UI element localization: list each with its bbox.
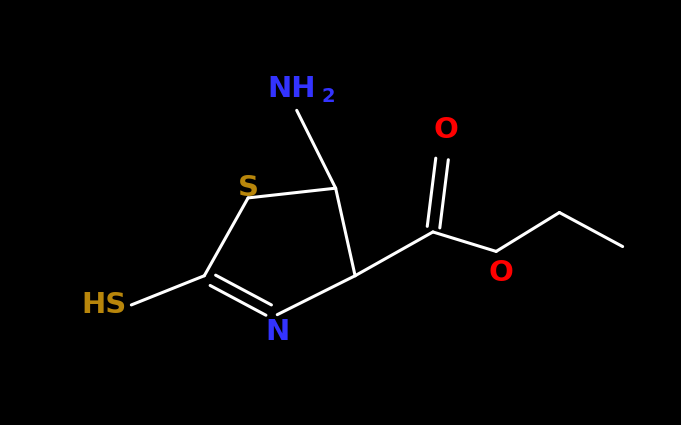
- Text: O: O: [488, 259, 513, 287]
- Text: HS: HS: [81, 291, 127, 319]
- Text: N: N: [265, 317, 289, 346]
- Text: O: O: [433, 116, 458, 144]
- Text: S: S: [238, 174, 259, 202]
- Text: 2: 2: [321, 88, 334, 106]
- Text: NH: NH: [268, 74, 316, 102]
